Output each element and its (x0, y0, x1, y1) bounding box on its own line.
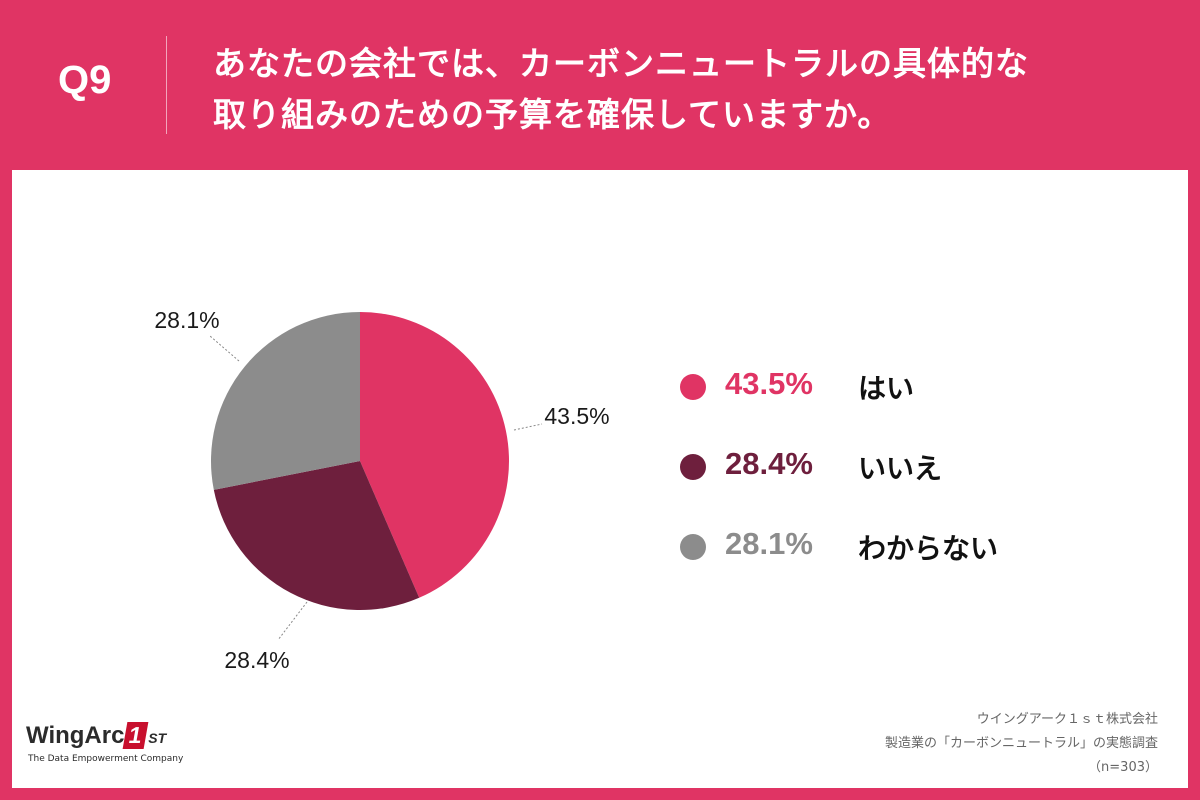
logo-tagline: The Data Empowerment Company (28, 754, 184, 764)
legend-dot-1 (680, 374, 706, 400)
source-company: ウイングアーク１ｓｔ株式会社 (976, 712, 1158, 727)
header-divider (166, 36, 167, 134)
legend-label-1: はい (858, 372, 915, 405)
pie-data-label-3: 28.1% (154, 307, 219, 333)
pie-slice-3 (211, 312, 360, 490)
legend-value-1: 43.5% (725, 366, 813, 401)
pie-data-label-1: 43.5% (544, 403, 609, 429)
logo-wordmark: WingArc 1 ST (26, 722, 183, 750)
legend-dot-2 (680, 454, 706, 480)
logo-suffix: ST (148, 730, 167, 746)
question-title-line-2: 取り組みのための予算を確保していますか。 (213, 95, 892, 134)
pie-slice-2 (213, 461, 420, 610)
header: Q9 あなたの会社では、カーボンニュートラルの具体的な 取り組みのための予算を確… (0, 0, 1200, 170)
wingarc-logo: WingArc 1 ST The Data Empowerment Company (26, 722, 183, 764)
pie-data-label-2: 28.4% (224, 647, 289, 673)
legend-value-3: 28.1% (725, 526, 813, 561)
pie-leader-line-3 (209, 335, 240, 362)
question-number: Q9 (58, 58, 112, 102)
source-survey: 製造業の「カーボンニュートラル」の実態調査 (884, 736, 1158, 751)
legend-label-2: いいえ (858, 452, 943, 485)
logo-number-badge: 1 (123, 722, 149, 749)
legend-label-3: わからない (858, 532, 999, 565)
pie-chart: 43.5% 28.4% 28.1% (154, 307, 609, 673)
legend-value-2: 28.4% (725, 446, 813, 481)
question-title: あなたの会社では、カーボンニュートラルの具体的な 取り組みのための予算を確保して… (213, 38, 1029, 140)
pie-leader-line-2 (277, 601, 308, 641)
logo-text: WingArc (26, 722, 125, 749)
source-note: ウイングアーク１ｓｔ株式会社 製造業の「カーボンニュートラル」の実態調査 （n=… (885, 708, 1158, 780)
source-sample-size: （n=303） (1088, 760, 1158, 775)
chart-panel: 43.5% 28.4% 28.1% 43.5% はい 28.4% いいえ 28.1% わからな… (12, 170, 1188, 788)
pie-slice-1 (360, 312, 509, 598)
question-title-line-1: あなたの会社では、カーボンニュートラルの具体的な (213, 44, 1029, 83)
legend-dot-3 (680, 534, 706, 560)
pie-leader-line-1 (513, 423, 543, 431)
